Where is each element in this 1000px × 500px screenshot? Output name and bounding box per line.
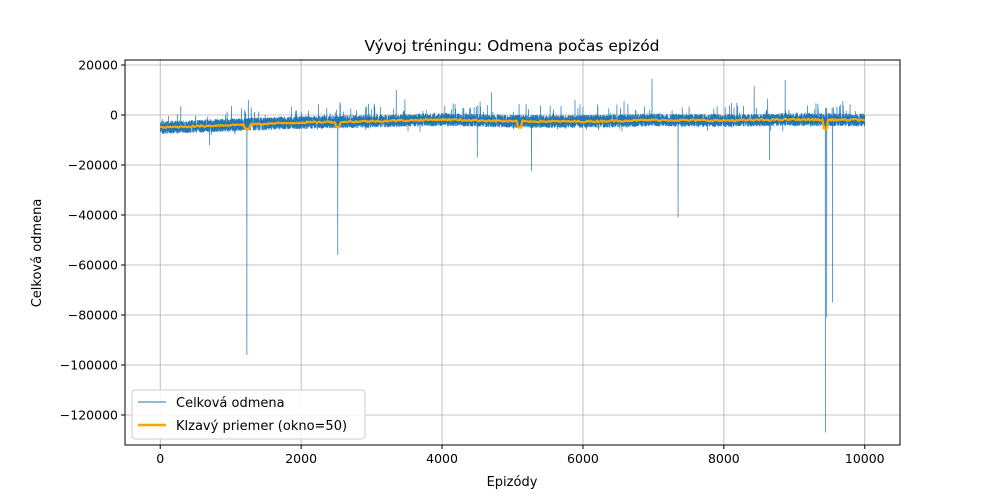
y-tick-label: −80000	[68, 308, 118, 323]
x-tick-label: 2000	[285, 451, 317, 466]
legend: Celková odmena Klzavý priemer (okno=50)	[131, 389, 366, 440]
legend-box	[131, 389, 366, 440]
x-axis: 0 2000 4000 6000 8000 10000	[156, 445, 885, 466]
series-celkova-odmena	[159, 78, 866, 433]
x-axis-label: Epizódy	[487, 475, 538, 490]
y-tick-label: −20000	[68, 158, 118, 173]
y-tick-label: −120000	[60, 408, 118, 423]
x-tick-label: 10000	[845, 451, 885, 466]
y-tick-label: −40000	[68, 208, 118, 223]
chart-title: Vývoj tréningu: Odmena počas epizód	[364, 37, 659, 55]
line-celkova-odmena	[159, 78, 866, 433]
legend-label-celkova: Celková odmena	[176, 396, 285, 411]
x-tick-label: 6000	[567, 451, 599, 466]
y-tick-label: −60000	[68, 258, 118, 273]
x-tick-label: 0	[156, 451, 164, 466]
plot-frame	[124, 59, 901, 446]
line-klzavy-priemer	[160, 117, 866, 130]
y-axis: 20000 0 −20000 −40000 −60000 −80000 −100000 −12…	[60, 58, 125, 423]
y-tick-label: −100000	[60, 358, 118, 373]
y-tick-label: 20000	[78, 58, 118, 73]
x-tick-label: 4000	[426, 451, 458, 466]
legend-label-klzavy: Klzavý priemer (okno=50)	[176, 419, 347, 434]
y-axis-label: Celková odmena	[30, 199, 45, 308]
y-tick-label: 0	[110, 108, 118, 123]
x-tick-label: 8000	[708, 451, 740, 466]
series-klzavy-priemer	[160, 117, 866, 130]
